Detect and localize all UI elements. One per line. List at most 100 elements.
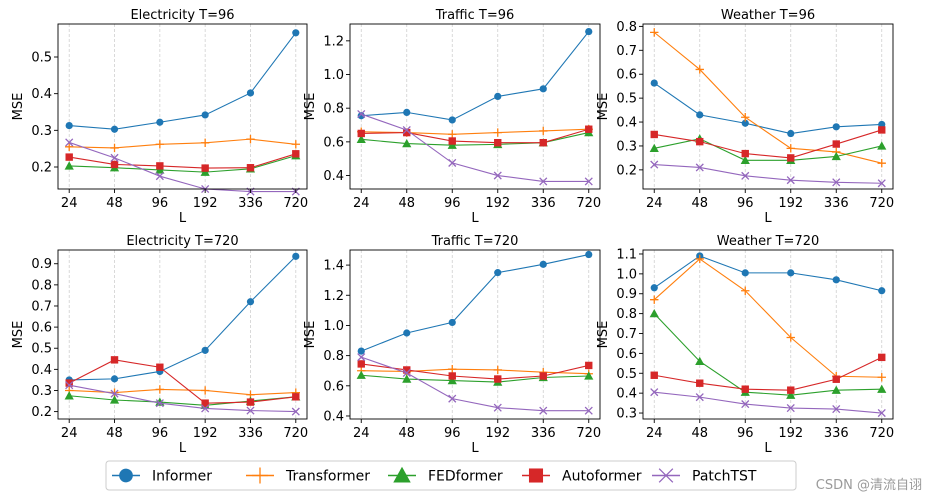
series-line-fedformer — [69, 155, 296, 173]
data-point-autoformer — [650, 371, 658, 379]
subplot-traffic-t-96: 24 48 96 192 336 720 0.4 0.6 0.8 1.0 1.2 Traffic T=… — [303, 8, 601, 226]
data-point-patchtst — [877, 408, 886, 418]
y-tick-label: 0.5 — [31, 342, 52, 357]
data-point-patchtst — [65, 381, 74, 390]
data-point-autoformer — [156, 363, 164, 371]
data-point-autoformer — [494, 138, 502, 147]
x-tick-label: 24 — [646, 426, 663, 441]
series-line-fedformer — [69, 395, 296, 406]
data-point-patchtst — [155, 172, 164, 181]
series-line-autoformer — [361, 128, 589, 144]
data-point-informer — [494, 269, 502, 277]
legend-item-transformer: Transformer — [246, 467, 370, 485]
data-point-autoformer — [878, 353, 886, 362]
data-point-autoformer — [448, 372, 456, 380]
data-point-patchtst — [741, 400, 750, 409]
x-tick-label: 192 — [485, 196, 510, 211]
x-tick-label: 720 — [869, 426, 894, 441]
x-axis-label: L — [471, 211, 479, 226]
x-tick-label: 192 — [778, 196, 803, 211]
data-point-transformer — [695, 254, 704, 264]
data-point-patchtst — [584, 177, 593, 186]
data-point-autoformer — [650, 130, 658, 139]
data-point-patchtst — [493, 171, 502, 180]
data-point-patchtst — [110, 153, 119, 162]
data-point-fedformer — [649, 143, 659, 153]
y-tick-label: 0.9 — [616, 287, 637, 302]
data-point-fedformer — [64, 391, 74, 400]
data-point-patchtst — [650, 388, 659, 397]
data-point-autoformer — [65, 153, 73, 161]
axes-frame — [57, 23, 308, 190]
data-point-informer — [585, 27, 593, 36]
data-point-informer — [65, 121, 73, 130]
y-tick-label: 0.7 — [616, 44, 637, 59]
y-tick-label: 1.2 — [323, 34, 344, 49]
data-point-patchtst — [695, 163, 704, 172]
y-tick-label: 0.7 — [31, 299, 52, 314]
y-tick-label: 1.0 — [323, 68, 344, 83]
data-point-fedformer — [584, 371, 594, 380]
y-tick-label: 0.2 — [31, 405, 52, 420]
y-tick-label: 0.4 — [31, 87, 52, 102]
y-axis-label: MSE — [596, 321, 611, 349]
data-point-informer — [539, 85, 547, 93]
data-point-autoformer — [585, 125, 593, 133]
data-point-autoformer — [403, 128, 411, 137]
y-tick-label: 0.6 — [616, 68, 637, 83]
data-point-fedformer — [402, 374, 412, 383]
axes-frame — [57, 249, 308, 420]
series-line-autoformer — [68, 359, 296, 404]
legend-label: Autoformer — [562, 469, 642, 485]
x-tick-label: 96 — [152, 196, 169, 211]
data-point-patchtst — [402, 126, 411, 135]
data-point-patchtst — [493, 403, 502, 412]
data-point-fedformer — [831, 385, 841, 394]
data-point-patchtst — [291, 407, 300, 416]
data-point-patchtst — [539, 177, 548, 186]
y-tick-label: 0.7 — [616, 327, 637, 342]
data-point-fedformer — [356, 370, 366, 379]
x-axis-label: L — [764, 441, 772, 456]
subplot-traffic-t-720: 24 48 96 192 336 720 0.4 0.6 0.8 1.0 1.2 1.4 Traffic… — [303, 234, 601, 456]
data-point-informer — [110, 125, 119, 133]
data-point-fedformer — [356, 134, 366, 144]
series-line-informer — [361, 253, 589, 352]
data-point-autoformer — [156, 162, 164, 170]
x-tick-label: 96 — [737, 426, 754, 441]
y-tick-label: 0.3 — [31, 124, 52, 139]
series-line-informer — [653, 82, 882, 135]
y-tick-label: 0.5 — [616, 92, 637, 107]
data-point-autoformer — [110, 160, 119, 169]
y-tick-label: 0.6 — [616, 347, 637, 362]
x-tick-label: 48 — [106, 426, 123, 441]
subplot-title: Weather T=96 — [721, 8, 815, 23]
data-point-informer — [156, 118, 164, 126]
data-point-patchtst — [448, 394, 457, 403]
y-tick-label: 1.0 — [323, 319, 344, 334]
data-point-transformer — [539, 126, 548, 136]
x-tick-label: 48 — [691, 426, 708, 441]
subplot-electricity-t-96: 24 48 96 192 336 720 0.2 0.3 0.4 0.5 Electricity T… — [11, 8, 308, 226]
data-point-transformer — [741, 286, 750, 295]
data-point-informer — [357, 347, 365, 355]
y-tick-label: 1.1 — [616, 247, 637, 262]
data-point-patchtst — [786, 404, 795, 413]
y-tick-label: 0.5 — [616, 367, 637, 382]
data-point-autoformer — [878, 126, 886, 134]
y-tick-label: 0.8 — [616, 307, 637, 322]
series-line-fedformer — [361, 374, 589, 383]
series-line-autoformer — [361, 363, 589, 380]
data-point-autoformer — [832, 140, 840, 148]
data-point-informer — [585, 250, 593, 259]
subplot-electricity-t-720: 24 48 96 192 336 720 0.2 0.3 0.4 0.5 0.6 0.7 0.8 0.9 E… — [11, 234, 308, 456]
series-line-patchtst — [654, 164, 882, 184]
y-tick-label: 1.2 — [323, 289, 344, 304]
x-axis-label: L — [764, 211, 772, 226]
axes-frame — [349, 23, 601, 190]
x-tick-label: 720 — [576, 196, 601, 211]
data-point-patchtst — [695, 393, 704, 402]
data-point-autoformer — [832, 375, 840, 383]
data-point-patchtst — [448, 158, 457, 167]
